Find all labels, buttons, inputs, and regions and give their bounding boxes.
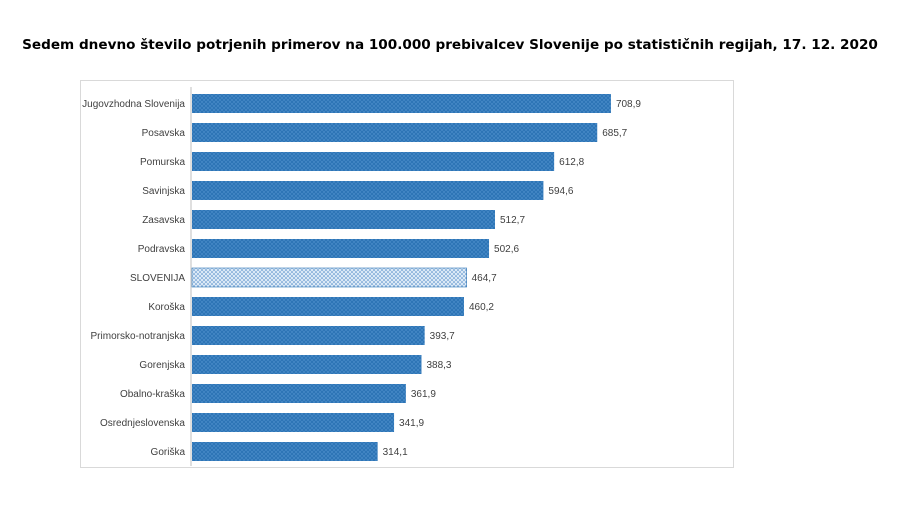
data-label: 685,7 <box>602 128 627 139</box>
bar-chart: Jugovzhodna Slovenija 708,9 Posavska 685,7 P… <box>82 87 641 466</box>
data-label: 594,6 <box>548 186 573 197</box>
data-label: 708,9 <box>616 99 641 110</box>
category-label: Obalno-kraška <box>120 389 185 400</box>
bar <box>192 384 406 403</box>
data-label: 314,1 <box>383 447 408 458</box>
bar <box>192 123 598 142</box>
bar <box>192 326 425 345</box>
bar <box>192 355 422 374</box>
data-label: 393,7 <box>430 331 455 342</box>
bar <box>192 413 395 432</box>
data-label: 361,9 <box>411 389 436 400</box>
data-label: 502,6 <box>494 244 519 255</box>
chart-title: Sedem dnevno število potrjenih primerov … <box>22 37 878 53</box>
bar <box>192 181 544 200</box>
bar-highlight <box>191 267 467 288</box>
category-label: Osrednjeslovenska <box>100 418 185 429</box>
bar <box>192 210 495 229</box>
data-label: 341,9 <box>399 418 424 429</box>
category-label: Posavska <box>142 128 186 139</box>
category-label: Savinjska <box>142 186 185 197</box>
bar <box>192 152 555 171</box>
data-label: 460,2 <box>469 302 494 313</box>
category-label: Goriška <box>151 447 186 458</box>
category-label: Primorsko-notranjska <box>91 331 186 342</box>
category-label: Koroška <box>148 302 185 313</box>
data-label: 512,7 <box>500 215 525 226</box>
data-label: 612,8 <box>559 157 584 168</box>
bar <box>192 94 611 113</box>
plot-area: Jugovzhodna Slovenija 708,9 Posavska 685,7 P… <box>80 80 734 468</box>
bar <box>192 239 490 258</box>
data-label: 464,7 <box>472 273 497 284</box>
category-label: SLOVENIJA <box>130 273 185 284</box>
category-label: Jugovzhodna Slovenija <box>82 99 185 110</box>
category-label: Podravska <box>138 244 186 255</box>
category-label: Gorenjska <box>139 360 185 371</box>
category-label: Pomurska <box>140 157 185 168</box>
bar <box>192 442 378 461</box>
category-label: Zasavska <box>142 215 185 226</box>
bar <box>192 297 464 316</box>
data-label: 388,3 <box>426 360 451 371</box>
